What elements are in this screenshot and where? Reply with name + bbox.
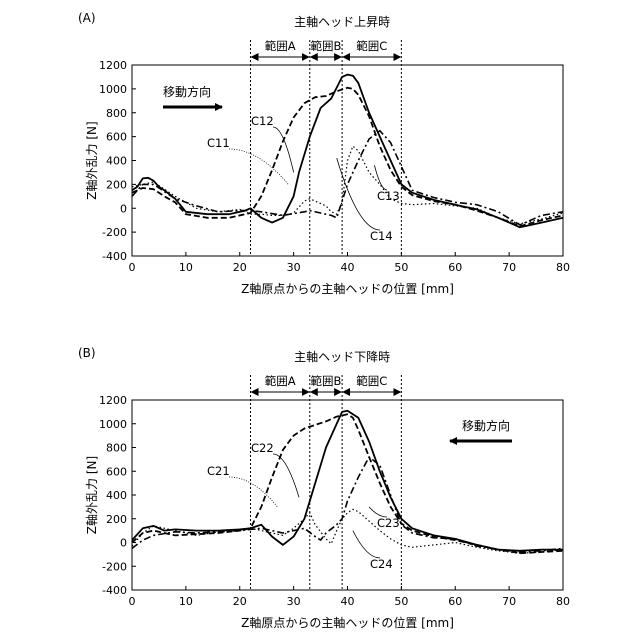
x-axis-label: Z軸原点からの主軸ヘッドの位置 [mm]: [241, 281, 454, 296]
x-tick-label: 20: [233, 261, 247, 274]
chart-panel-2: (B)主軸ヘッド下降時範囲A範囲B範囲C-400-200020040060080…: [78, 346, 570, 630]
x-tick-label: 40: [341, 261, 355, 274]
panel-label: (B): [78, 346, 96, 360]
range-label: 範囲B: [311, 374, 342, 388]
y-tick-label: -400: [102, 250, 127, 263]
chart-title: 主軸ヘッド下降時: [294, 350, 390, 364]
series-annotation: C24: [370, 557, 393, 571]
series-line-C13: [132, 131, 563, 225]
x-tick-label: 50: [394, 595, 408, 608]
x-tick-label: 60: [448, 261, 462, 274]
chart-title: 主軸ヘッド上昇時: [294, 15, 390, 29]
x-tick-label: 40: [341, 595, 355, 608]
x-tick-label: 80: [556, 261, 570, 274]
y-tick-label: 400: [106, 489, 127, 502]
range-label: 範囲C: [356, 374, 387, 388]
x-axis-label: Z軸原点からの主軸ヘッドの位置 [mm]: [241, 615, 454, 630]
y-tick-label: 1000: [99, 83, 127, 96]
panel-label: (A): [78, 11, 96, 25]
y-tick-label: 800: [106, 107, 127, 120]
y-tick-label: -200: [102, 226, 127, 239]
y-tick-label: 200: [106, 513, 127, 526]
y-tick-label: 0: [120, 537, 127, 550]
range-label: 範囲A: [265, 374, 296, 388]
x-tick-label: 50: [394, 261, 408, 274]
x-tick-label: 10: [179, 595, 193, 608]
x-tick-label: 20: [233, 595, 247, 608]
direction-label: 移動方向: [462, 418, 510, 433]
x-tick-label: 30: [287, 595, 301, 608]
x-tick-label: 30: [287, 261, 301, 274]
range-label: 範囲B: [311, 39, 342, 53]
y-tick-label: 200: [106, 178, 127, 191]
annotation-leader: [229, 149, 288, 184]
chart-panel-1: (A)主軸ヘッド上昇時範囲A範囲B範囲C-400-200020040060080…: [78, 11, 570, 296]
annotation-leader: [273, 454, 299, 497]
y-tick-label: 400: [106, 155, 127, 168]
series-annotation: C11: [207, 136, 230, 150]
y-tick-label: -200: [102, 560, 127, 573]
series-line-C21: [132, 414, 563, 553]
series-annotation: C14: [370, 229, 393, 243]
y-tick-label: 1000: [99, 418, 127, 431]
y-axis-label: Z軸外乱力 [N]: [85, 121, 99, 199]
annotation-leader: [337, 158, 380, 230]
y-axis-label: Z軸外乱力 [N]: [85, 456, 99, 534]
annotation-leader: [273, 127, 294, 172]
y-tick-label: 600: [106, 465, 127, 478]
series-line-C23: [132, 457, 563, 552]
direction-label: 移動方向: [163, 84, 211, 99]
y-tick-label: 1200: [99, 394, 127, 407]
x-tick-label: 0: [129, 261, 136, 274]
annotation-leader: [353, 531, 380, 558]
series-annotation: C13: [377, 189, 400, 203]
x-tick-label: 70: [502, 261, 516, 274]
y-tick-label: 0: [120, 202, 127, 215]
series-annotation: C12: [251, 114, 274, 128]
x-tick-label: 80: [556, 595, 570, 608]
y-tick-label: 800: [106, 442, 127, 455]
range-label: 範囲A: [265, 39, 296, 53]
series-annotation: C21: [207, 464, 230, 478]
x-tick-label: 10: [179, 261, 193, 274]
y-tick-label: 600: [106, 131, 127, 144]
y-tick-label: 1200: [99, 59, 127, 72]
x-tick-label: 70: [502, 595, 516, 608]
y-tick-label: -400: [102, 584, 127, 597]
series-annotation: C22: [251, 441, 274, 455]
range-label: 範囲C: [356, 39, 387, 53]
x-tick-label: 0: [129, 595, 136, 608]
x-tick-label: 60: [448, 595, 462, 608]
series-annotation: C23: [377, 516, 400, 530]
